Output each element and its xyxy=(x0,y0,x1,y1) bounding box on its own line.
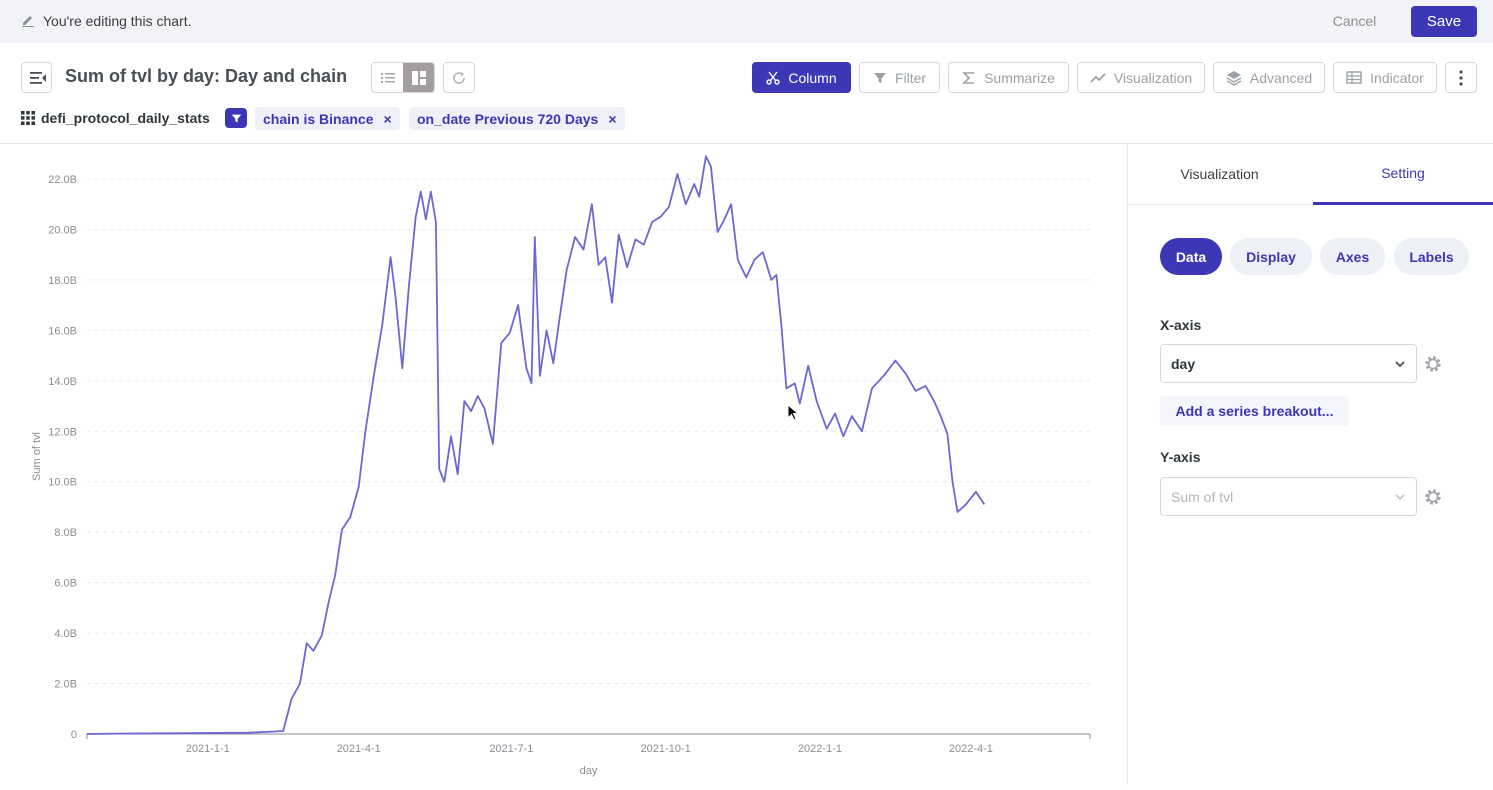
column-label: Column xyxy=(788,69,837,86)
filter-icon xyxy=(231,114,241,122)
filter-button[interactable]: Filter xyxy=(859,62,940,93)
y-tick-label: 8.0B xyxy=(54,527,77,539)
column-button[interactable]: Column xyxy=(752,62,851,93)
subtab-data[interactable]: Data xyxy=(1160,238,1222,275)
scissors-icon xyxy=(766,71,781,85)
filter-chip-label: on_date Previous 720 Days xyxy=(417,110,599,127)
filter-chip-chain[interactable]: chain is Binance × xyxy=(255,107,400,130)
advanced-label: Advanced xyxy=(1249,69,1313,86)
source-table-name: defi_protocol_daily_stats xyxy=(41,110,210,126)
refresh-button[interactable] xyxy=(443,62,475,93)
summarize-button[interactable]: Summarize xyxy=(948,62,1069,93)
remove-filter-icon[interactable]: × xyxy=(383,110,392,127)
panel-divider xyxy=(1127,143,1128,785)
editing-banner: You're editing this chart. Cancel Save xyxy=(0,0,1493,43)
y-tick-label: 14.0B xyxy=(48,376,77,388)
subtab-display[interactable]: Display xyxy=(1230,238,1312,275)
layout-icon xyxy=(411,70,426,85)
more-vertical-icon xyxy=(1459,69,1463,86)
y-tick-label: 16.0B xyxy=(48,325,77,337)
collapse-sidebar-icon xyxy=(30,72,46,84)
yaxis-label: Y-axis xyxy=(1160,449,1201,465)
data-source[interactable]: defi_protocol_daily_stats xyxy=(21,110,210,126)
xaxis-select[interactable]: day xyxy=(1160,344,1417,383)
y-tick-label: 4.0B xyxy=(54,628,77,640)
save-button[interactable]: Save xyxy=(1411,6,1477,37)
visualization-button[interactable]: Visualization xyxy=(1077,62,1205,93)
editing-message: You're editing this chart. xyxy=(43,13,192,29)
y-tick-label: 0 xyxy=(71,729,77,741)
x-tick-label: 2021-1-1 xyxy=(186,743,230,755)
more-options-button[interactable] xyxy=(1445,62,1477,93)
refresh-icon xyxy=(453,71,465,84)
grid-icon xyxy=(21,111,35,125)
filter-label: Filter xyxy=(894,69,927,86)
cancel-button[interactable]: Cancel xyxy=(1318,6,1391,36)
x-axis-title: day xyxy=(580,765,598,777)
table-icon xyxy=(1346,71,1362,84)
list-icon xyxy=(380,72,395,83)
chart-view-toggle[interactable] xyxy=(403,63,434,92)
x-tick-label: 2022-4-1 xyxy=(949,743,993,755)
y-tick-label: 18.0B xyxy=(48,275,77,287)
settings-tabs: Visualization Setting xyxy=(1128,144,1493,205)
add-series-breakout-button[interactable]: Add a series breakout... xyxy=(1160,396,1349,426)
y-tick-label: 20.0B xyxy=(48,224,77,236)
yaxis-select[interactable]: Sum of tvl xyxy=(1160,477,1417,516)
visualization-label: Visualization xyxy=(1113,69,1193,86)
y-tick-label: 6.0B xyxy=(54,578,77,590)
indicator-button[interactable]: Indicator xyxy=(1333,62,1437,93)
subtab-labels[interactable]: Labels xyxy=(1394,238,1469,275)
x-tick-label: 2022-1-1 xyxy=(798,743,842,755)
indicator-label: Indicator xyxy=(1370,69,1424,86)
layers-icon xyxy=(1226,70,1242,86)
advanced-button[interactable]: Advanced xyxy=(1213,62,1325,93)
x-tick-label: 2021-7-1 xyxy=(489,743,533,755)
list-view-toggle[interactable] xyxy=(372,63,403,92)
tab-visualization[interactable]: Visualization xyxy=(1180,166,1259,182)
line-chart-icon xyxy=(1090,72,1106,83)
line-chart[interactable]: 0 2.0B 4.0B 6.0B 8.0B 10.0B 12.0B 14.0B 16.0B 18.… xyxy=(0,144,1127,785)
x-tick-label: 2021-10-1 xyxy=(641,743,691,755)
filter-chip-label: chain is Binance xyxy=(263,110,374,127)
xaxis-select-value: day xyxy=(1171,355,1196,372)
yaxis-select-value: Sum of tvl xyxy=(1171,488,1234,505)
chevron-down-icon xyxy=(1395,361,1405,368)
subtab-axes[interactable]: Axes xyxy=(1320,238,1385,275)
yaxis-gear-icon[interactable] xyxy=(1424,488,1442,506)
chart-area[interactable]: 0 2.0B 4.0B 6.0B 8.0B 10.0B 12.0B 14.0B 16.0B 18.… xyxy=(0,144,1127,785)
x-tick-label: 2021-4-1 xyxy=(337,743,381,755)
xaxis-gear-icon[interactable] xyxy=(1424,355,1442,373)
summarize-label: Summarize xyxy=(984,69,1055,86)
filter-chip-date[interactable]: on_date Previous 720 Days × xyxy=(409,107,625,130)
pencil-icon xyxy=(22,16,34,27)
xaxis-label: X-axis xyxy=(1160,317,1202,333)
y-tick-label: 12.0B xyxy=(48,426,77,438)
header-divider xyxy=(0,143,1493,144)
y-tick-label: 2.0B xyxy=(54,679,77,691)
y-tick-label: 22.0B xyxy=(48,174,77,186)
chevron-down-icon xyxy=(1395,494,1405,501)
filter-toggle-button[interactable] xyxy=(225,108,247,128)
y-axis-title: Sum of tvl xyxy=(31,432,43,481)
sidebar-toggle-button[interactable] xyxy=(21,62,52,93)
mouse-cursor-icon xyxy=(787,404,799,421)
tab-setting[interactable]: Setting xyxy=(1313,144,1493,205)
sigma-icon xyxy=(962,71,975,84)
chart-title: Sum of tvl by day: Day and chain xyxy=(65,66,348,86)
y-tick-label: 10.0B xyxy=(48,477,77,489)
filter-icon xyxy=(873,72,886,83)
remove-filter-icon[interactable]: × xyxy=(608,110,617,127)
view-toggle[interactable] xyxy=(371,62,435,93)
series-line[interactable] xyxy=(86,155,986,735)
